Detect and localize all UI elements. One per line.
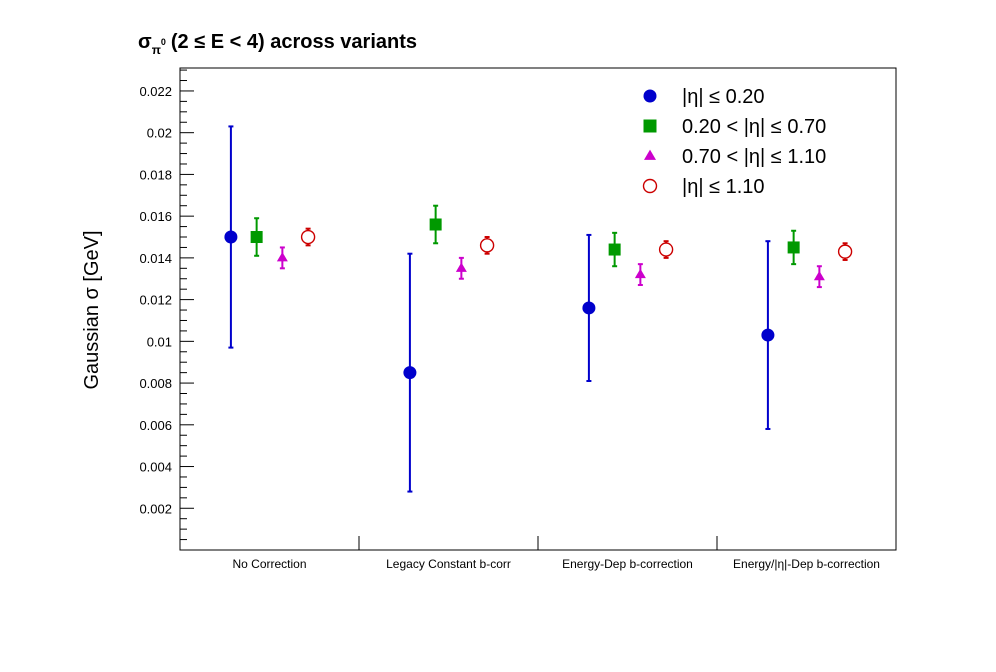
x-category-label: Energy-Dep b-correction [562, 557, 693, 571]
title-subscript: π [152, 43, 161, 57]
legend-marker [644, 149, 656, 160]
series-group [250, 204, 800, 268]
data-point [634, 268, 646, 279]
series-group [224, 125, 775, 493]
legend-label: 0.20 < |η| ≤ 0.70 [682, 116, 826, 138]
legend: |η| ≤ 0.20 0.20 < |η| ≤ 0.70 0.70 < |η| ≤ … [642, 86, 826, 198]
x-category-label: Energy/|η|-Dep b-correction [733, 557, 880, 571]
data-point [608, 243, 621, 256]
data-point [787, 241, 800, 254]
data-point [761, 328, 775, 342]
legend-label: 0.70 < |η| ≤ 1.10 [682, 146, 826, 168]
plot-frame [179, 67, 897, 551]
y-tick-label: 0.004 [139, 460, 172, 475]
y-tick-label: 0.002 [139, 501, 172, 516]
legend-label: |η| ≤ 1.10 [682, 176, 765, 198]
x-axis: No Correction Legacy Constant b-corr Energ… [232, 536, 880, 571]
x-category-label: Legacy Constant b-corr [386, 557, 511, 571]
y-tick-label: 0.008 [139, 376, 172, 391]
data-point [479, 238, 495, 253]
y-tick-label: 0.016 [139, 209, 172, 224]
data-point [300, 229, 316, 245]
series-group [276, 246, 825, 289]
series-group [300, 227, 853, 261]
legend-marker [643, 89, 657, 103]
data-point [276, 252, 288, 262]
data-point [837, 244, 853, 259]
legend-marker [643, 119, 657, 133]
title-superscript: 0 [161, 37, 166, 47]
data-point [455, 262, 467, 272]
data-point [658, 242, 674, 257]
y-tick-label: 0.006 [139, 418, 172, 433]
y-tick-label: 0.014 [139, 251, 172, 266]
data-point [813, 270, 825, 281]
data-points [224, 125, 853, 493]
data-point [250, 231, 263, 244]
legend-marker [642, 178, 658, 194]
y-tick-label: 0.01 [147, 334, 172, 349]
data-point [224, 230, 238, 244]
y-tick-label: 0.022 [139, 84, 172, 99]
x-category-label: No Correction [232, 557, 306, 571]
legend-label: |η| ≤ 0.20 [682, 86, 765, 108]
data-point [403, 366, 417, 380]
y-tick-label: 0.012 [139, 293, 172, 308]
y-axis-label: Gaussian σ [GeV] [81, 230, 103, 389]
data-point [582, 301, 596, 315]
y-tick-label: 0.02 [147, 126, 172, 141]
title-sigma: σ [138, 31, 152, 53]
title-text: (2 ≤ E < 4) across variants [171, 31, 417, 53]
chart-title: σπ0 (2 ≤ E < 4) across variants [138, 31, 417, 57]
y-axis: 0.002 0.004 0.006 0.008 0.01 0.012 0.014 0.016 0… [139, 69, 194, 541]
y-tick-label: 0.018 [139, 167, 172, 182]
data-point [429, 218, 442, 231]
